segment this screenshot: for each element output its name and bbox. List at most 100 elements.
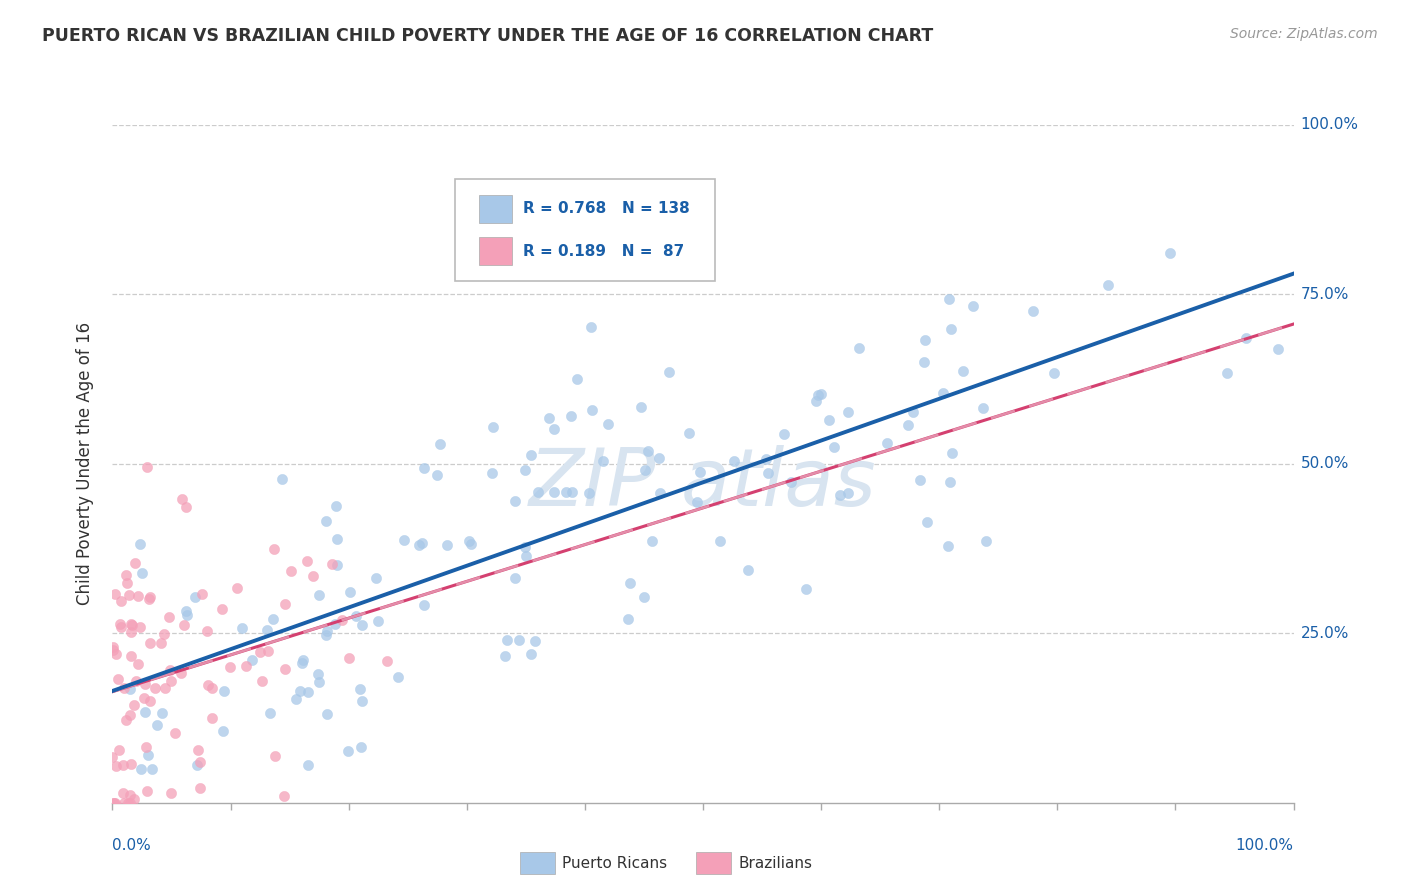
Point bbox=[110, 593, 132, 607]
Point bbox=[515, 540, 537, 554]
Point bbox=[1234, 331, 1257, 345]
Point bbox=[101, 750, 124, 764]
Point bbox=[176, 607, 198, 622]
Point bbox=[941, 446, 963, 460]
Point bbox=[779, 475, 801, 489]
Point bbox=[412, 461, 434, 475]
Point bbox=[235, 658, 257, 673]
Point bbox=[686, 494, 709, 508]
Point bbox=[127, 590, 149, 604]
Point bbox=[773, 427, 796, 442]
Point bbox=[297, 685, 319, 699]
Point bbox=[174, 500, 197, 514]
Point bbox=[837, 486, 859, 500]
Point bbox=[263, 541, 285, 556]
Point bbox=[122, 698, 145, 713]
Point bbox=[648, 451, 671, 466]
Text: 25.0%: 25.0% bbox=[1301, 626, 1348, 640]
Point bbox=[120, 796, 142, 810]
Point bbox=[131, 566, 153, 581]
Point bbox=[120, 788, 142, 802]
Point bbox=[170, 666, 193, 681]
Point bbox=[195, 624, 218, 638]
Point bbox=[219, 660, 242, 674]
Point bbox=[120, 757, 142, 772]
Point bbox=[257, 644, 280, 658]
Point bbox=[280, 564, 302, 578]
Point bbox=[143, 681, 166, 695]
Point bbox=[344, 609, 367, 624]
Point bbox=[315, 514, 337, 528]
Point bbox=[689, 466, 711, 480]
Point bbox=[538, 411, 561, 425]
Point bbox=[136, 460, 159, 475]
Point bbox=[806, 394, 828, 409]
Point bbox=[323, 616, 346, 631]
Point bbox=[578, 486, 600, 500]
Point bbox=[939, 475, 962, 489]
Point bbox=[1159, 246, 1181, 260]
Point bbox=[630, 401, 652, 415]
Point bbox=[633, 590, 655, 604]
Point bbox=[364, 571, 387, 585]
Point bbox=[543, 484, 565, 499]
Point bbox=[136, 784, 159, 798]
Point bbox=[515, 463, 537, 477]
Text: 50.0%: 50.0% bbox=[1301, 457, 1348, 471]
Point bbox=[104, 796, 127, 810]
Point bbox=[291, 653, 314, 667]
Text: 0.0%: 0.0% bbox=[112, 838, 152, 854]
Point bbox=[110, 620, 132, 634]
Point bbox=[226, 581, 249, 595]
Point bbox=[104, 587, 127, 601]
Point bbox=[794, 582, 817, 597]
Point bbox=[350, 618, 373, 632]
Point bbox=[250, 673, 273, 688]
Point bbox=[132, 690, 155, 705]
Point bbox=[117, 796, 139, 810]
Point bbox=[172, 491, 194, 506]
Point bbox=[121, 618, 143, 632]
Point bbox=[350, 740, 373, 755]
Point bbox=[939, 321, 962, 335]
Point bbox=[411, 536, 433, 550]
Point bbox=[755, 451, 778, 466]
Point bbox=[678, 426, 700, 441]
Point bbox=[581, 403, 603, 417]
Point bbox=[190, 587, 212, 601]
Point bbox=[200, 711, 222, 725]
Point bbox=[641, 534, 664, 549]
Point bbox=[231, 621, 253, 635]
Point bbox=[103, 640, 125, 654]
Point bbox=[515, 549, 537, 564]
Point bbox=[200, 681, 222, 695]
Text: Puerto Ricans: Puerto Ricans bbox=[562, 855, 668, 871]
Point bbox=[186, 758, 208, 772]
Point bbox=[120, 617, 142, 632]
Point bbox=[188, 780, 211, 795]
Point bbox=[315, 628, 337, 642]
Point bbox=[495, 632, 517, 647]
Point bbox=[367, 614, 389, 628]
Text: ZIP atlas: ZIP atlas bbox=[529, 445, 877, 524]
Point bbox=[114, 568, 136, 582]
Point bbox=[159, 786, 181, 800]
Point bbox=[503, 571, 526, 585]
Point bbox=[932, 385, 955, 400]
Point bbox=[560, 409, 582, 424]
Point bbox=[150, 636, 173, 650]
Point bbox=[974, 534, 997, 549]
Point bbox=[1267, 343, 1289, 357]
Point bbox=[908, 473, 931, 487]
Point bbox=[337, 744, 360, 758]
Point bbox=[134, 677, 156, 691]
Point bbox=[555, 485, 578, 500]
Point bbox=[807, 387, 830, 401]
Point bbox=[212, 683, 235, 698]
Point bbox=[460, 536, 482, 550]
Point bbox=[128, 620, 150, 634]
Point bbox=[481, 466, 503, 480]
Point bbox=[1097, 278, 1119, 293]
Point bbox=[596, 417, 619, 431]
Point bbox=[565, 372, 588, 386]
